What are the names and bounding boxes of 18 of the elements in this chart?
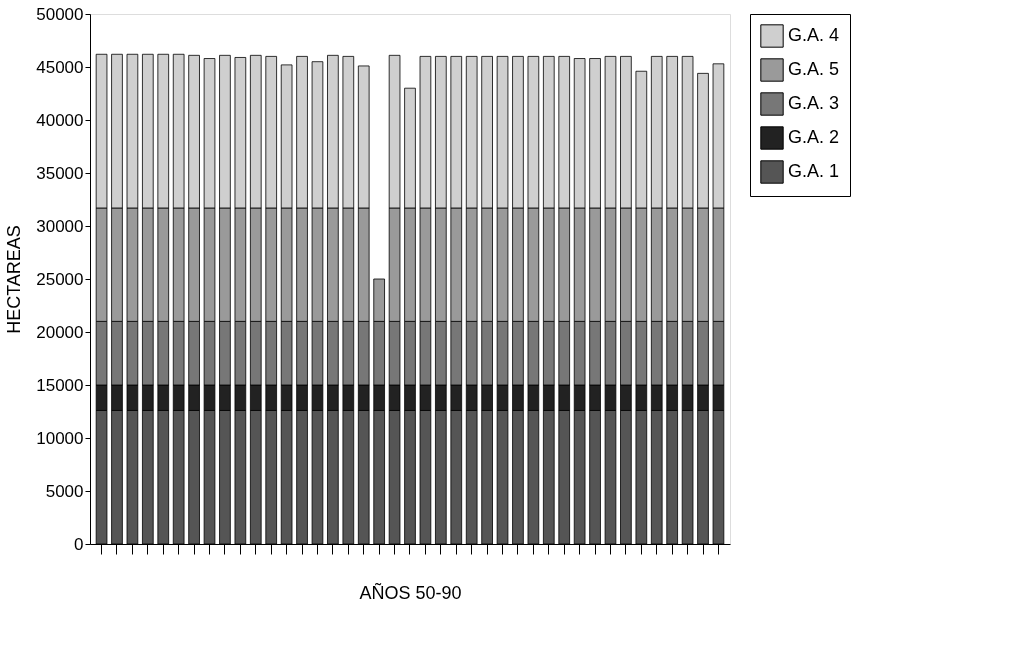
legend-label: G.A. 3 bbox=[788, 93, 840, 113]
y-tick-label: 50000 bbox=[36, 4, 84, 24]
y-tick-label: 25000 bbox=[36, 269, 84, 289]
y-tick-label: 40000 bbox=[36, 110, 84, 130]
y-tick-label: 10000 bbox=[36, 428, 84, 448]
legend-label: G.A. 5 bbox=[788, 59, 840, 79]
y-tick-label: 5000 bbox=[45, 481, 84, 501]
y-tick-label: 0 bbox=[74, 534, 84, 554]
y-tick-label: 15000 bbox=[36, 375, 84, 395]
legend-label: G.A. 1 bbox=[788, 161, 840, 181]
y-tick-label: 30000 bbox=[36, 216, 84, 236]
x-axis-title: AÑOS 50-90 bbox=[359, 582, 462, 603]
y-tick-label: 45000 bbox=[36, 57, 84, 77]
legend-label: G.A. 2 bbox=[788, 127, 840, 147]
y-tick-label: 20000 bbox=[36, 322, 84, 342]
y-tick-label: 35000 bbox=[36, 163, 84, 183]
legend-label: G.A. 4 bbox=[788, 25, 840, 45]
y-axis-title: HECTAREAS bbox=[4, 225, 25, 334]
